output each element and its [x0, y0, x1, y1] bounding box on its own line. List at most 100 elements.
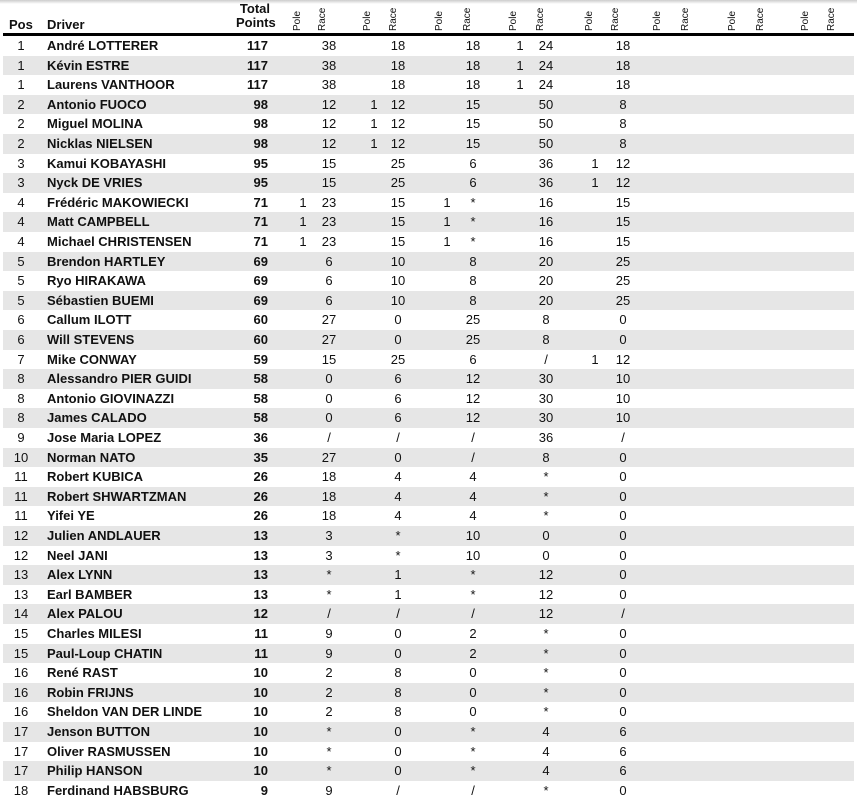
driver-name-cell: Norman NATO	[47, 449, 136, 465]
table-row: 4 Michael CHRISTENSEN 71 1 23 15 1 * 16 15	[3, 232, 854, 252]
total-points-cell: 13	[253, 567, 268, 583]
driver-name-cell: Antonio FUOCO	[47, 96, 147, 112]
race-cell: 0	[619, 312, 627, 328]
header-race: Race	[826, 7, 837, 31]
race-cell: 15	[465, 96, 481, 112]
race-cell: 6	[394, 410, 402, 426]
race-cell: 12	[538, 567, 554, 583]
race-cell: 0	[394, 645, 402, 661]
pole-cell: 1	[443, 234, 451, 249]
position-cell: 1	[17, 77, 25, 93]
race-cell: *	[326, 586, 332, 602]
race-cell: 12	[321, 96, 337, 112]
race-cell: 3	[325, 547, 333, 563]
race-cell: 18	[390, 77, 406, 93]
race-cell: 12	[321, 116, 337, 132]
race-cell: 3	[325, 528, 333, 543]
race-cell: 0	[394, 449, 402, 465]
race-cell: 6	[619, 763, 627, 779]
total-points-cell: 9	[260, 782, 268, 798]
race-cell: /	[396, 782, 400, 798]
race-cell: 10	[465, 528, 481, 543]
header-pole: Pole	[362, 10, 373, 31]
position-cell: 7	[17, 351, 25, 367]
driver-name-cell: Ryo HIRAKAWA	[47, 273, 146, 289]
position-cell: 2	[17, 136, 25, 151]
position-cell: 6	[17, 332, 25, 347]
driver-name-cell: Paul-Loup CHATIN	[47, 645, 163, 661]
table-row: 17 Oliver RASMUSSEN 10 * 0 * 4 6	[3, 742, 854, 762]
race-cell: 9	[325, 626, 333, 641]
pole-cell: 1	[591, 175, 599, 191]
total-points-cell: 98	[253, 96, 268, 112]
driver-name-cell: James CALADO	[47, 410, 147, 426]
pole-cell: 1	[370, 136, 378, 151]
race-cell: 0	[542, 528, 550, 543]
driver-name-cell: André LOTTERER	[47, 38, 159, 53]
race-cell: 6	[619, 743, 627, 759]
driver-name-cell: Miguel MOLINA	[47, 116, 144, 132]
position-cell: 3	[17, 175, 25, 191]
position-cell: 6	[17, 312, 25, 328]
race-cell: 12	[390, 96, 406, 112]
table-row: 11 Robert SHWARTZMAN 26 18 4 4 * 0	[3, 486, 854, 507]
race-cell: 6	[619, 724, 627, 739]
driver-name-cell: Michael CHRISTENSEN	[47, 234, 192, 249]
race-cell: *	[470, 194, 476, 210]
race-cell: 6	[394, 371, 402, 387]
table-row: 9 Jose Maria LOPEZ 36 / / / 36 /	[3, 428, 854, 448]
race-cell: 20	[538, 253, 554, 269]
race-cell: 10	[615, 410, 631, 426]
position-cell: 10	[13, 449, 29, 465]
header-rule	[3, 33, 854, 36]
race-cell: 0	[619, 567, 627, 583]
header-pole: Pole	[434, 10, 445, 31]
race-cell: 12	[465, 390, 481, 406]
race-cell: 0	[469, 704, 477, 720]
pole-cell: 1	[299, 234, 307, 249]
total-points-cell: 117	[247, 38, 268, 53]
position-cell: 16	[13, 665, 29, 681]
race-cell: 38	[321, 77, 337, 93]
race-cell: 15	[321, 155, 337, 171]
position-cell: 17	[13, 724, 29, 739]
race-cell: 27	[321, 332, 337, 347]
total-points-cell: 36	[253, 430, 268, 445]
driver-name-cell: Alessandro PIER GUIDI	[47, 371, 192, 387]
race-cell: 0	[619, 332, 627, 347]
race-cell: 12	[538, 586, 554, 602]
position-cell: 2	[17, 116, 25, 132]
table-row: 17 Jenson BUTTON 10 * 0 * 4 6	[3, 722, 854, 742]
table-row: 8 Antonio GIOVINAZZI 58 0 6 12 30 10	[3, 389, 854, 409]
race-cell: 27	[321, 449, 337, 465]
position-cell: 1	[17, 38, 25, 53]
table-row: 5 Ryo HIRAKAWA 69 6 10 8 20 25	[3, 271, 854, 291]
total-points-cell: 117	[247, 77, 268, 93]
header-pole: Pole	[652, 10, 663, 31]
race-cell: /	[621, 430, 625, 445]
race-cell: *	[470, 234, 476, 249]
race-cell: 6	[325, 292, 333, 308]
race-cell: 50	[538, 136, 554, 151]
race-cell: *	[543, 704, 549, 720]
race-cell: 18	[465, 77, 481, 93]
position-cell: 17	[13, 763, 29, 779]
total-points-cell: 98	[253, 116, 268, 132]
position-cell: 17	[13, 743, 29, 759]
total-points-cell: 12	[253, 606, 268, 622]
race-cell: 0	[469, 684, 477, 700]
race-cell: 12	[615, 175, 631, 191]
race-cell: 0	[619, 528, 627, 543]
race-cell: 16	[538, 214, 554, 230]
table-row: 18 Ferdinand HABSBURG 9 9 / / * 0	[3, 781, 854, 800]
race-cell: 50	[538, 116, 554, 132]
header-pole: Pole	[584, 10, 595, 31]
table-row: 2 Nicklas NIELSEN 98 12 1 12 15 50 8	[3, 134, 854, 154]
race-cell: 4	[469, 469, 477, 485]
total-points-cell: 10	[253, 665, 268, 681]
table-row: 13 Earl BAMBER 13 * 1 * 12 0	[3, 585, 854, 605]
race-cell: *	[543, 645, 549, 661]
race-cell: 8	[619, 96, 627, 112]
driver-name-cell: Sheldon VAN DER LINDE	[47, 704, 203, 720]
